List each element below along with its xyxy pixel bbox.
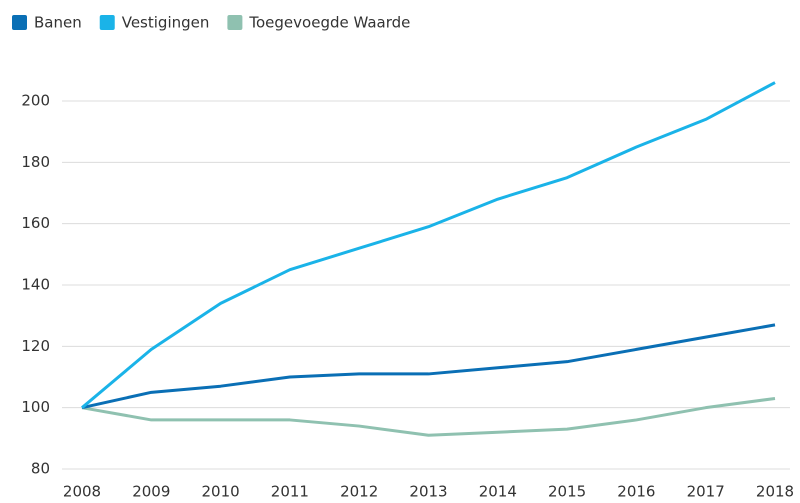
x-tick-label: 2011 (271, 483, 309, 501)
y-tick-label: 160 (21, 214, 50, 232)
x-tick-label: 2013 (409, 483, 447, 501)
y-tick-label: 100 (21, 398, 50, 416)
y-tick-label: 80 (31, 460, 50, 478)
x-tick-label: 2010 (202, 483, 240, 501)
x-tick-label: 2015 (548, 483, 586, 501)
series-line (81, 81, 776, 409)
x-tick-label: 2008 (63, 483, 101, 501)
legend-swatch (227, 15, 243, 30)
legend-label: Toegevoegde Waarde (248, 14, 410, 32)
y-tick-label: 140 (21, 276, 50, 294)
y-tick-label: 180 (21, 153, 50, 171)
series-line (81, 323, 776, 410)
legend-swatch (99, 15, 115, 30)
x-tick-label: 2018 (756, 483, 794, 501)
x-tick-label: 2016 (617, 483, 655, 501)
y-tick-label: 200 (21, 92, 50, 110)
x-tick-label: 2014 (479, 483, 517, 501)
series-line (81, 396, 776, 437)
legend-label: Vestigingen (122, 14, 210, 32)
x-tick-label: 2009 (132, 483, 170, 501)
y-tick-label: 120 (21, 337, 50, 355)
legend-swatch (12, 15, 27, 30)
legend-label: Banen (34, 14, 82, 32)
x-tick-label: 2012 (340, 483, 378, 501)
x-tick-label: 2017 (687, 483, 725, 501)
